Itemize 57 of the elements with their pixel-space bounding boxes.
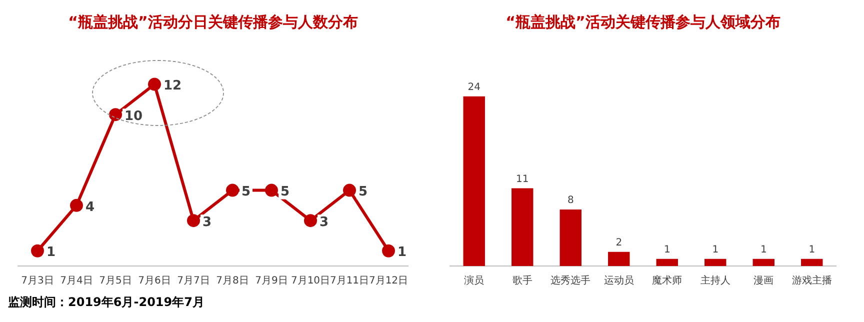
bar xyxy=(752,258,774,266)
bar xyxy=(656,258,678,266)
x-tick-label: 主持人 xyxy=(700,274,730,287)
bar xyxy=(608,252,630,266)
x-tick-label: 魔术师 xyxy=(652,274,682,287)
data-label: 1 xyxy=(664,244,670,256)
x-tick-label: 7月10日 xyxy=(290,276,330,287)
chart-title: “瓶盖挑战”活动关键传播参与人领域分布 xyxy=(506,12,780,31)
point xyxy=(265,184,278,197)
data-label: 1 xyxy=(760,244,767,256)
bar xyxy=(801,258,823,266)
x-tick-label: 演员 xyxy=(464,274,484,287)
bar xyxy=(512,188,534,266)
point xyxy=(148,78,161,91)
data-label: 1 xyxy=(808,244,816,256)
x-tick-label: 7月9日 xyxy=(255,276,288,287)
x-tick-label: 7月4日 xyxy=(60,276,93,287)
x-tick-label: 7月12日 xyxy=(368,276,408,287)
data-label: 4 xyxy=(86,200,95,215)
data-label: 11 xyxy=(516,174,529,185)
data-label: 1 xyxy=(398,245,407,260)
point xyxy=(382,244,395,258)
data-label: 1 xyxy=(46,245,56,260)
data-label: 24 xyxy=(468,82,480,93)
x-tick-label: 7月11日 xyxy=(330,276,370,287)
data-label: 10 xyxy=(124,108,143,124)
bar xyxy=(560,209,582,266)
data-label: 12 xyxy=(164,78,182,94)
x-tick-label: 7月8日 xyxy=(216,276,249,287)
point xyxy=(226,184,239,197)
data-label: 5 xyxy=(358,184,368,200)
bar xyxy=(704,258,726,266)
data-label: 2 xyxy=(616,237,622,248)
point xyxy=(109,108,122,122)
data-label: 8 xyxy=(567,195,574,206)
data-label: 5 xyxy=(242,184,251,200)
x-tick-label: 歌手 xyxy=(512,274,532,287)
data-label: 5 xyxy=(280,184,290,200)
data-label: 3 xyxy=(320,214,329,230)
x-tick-label: 选秀选手 xyxy=(550,274,591,287)
point xyxy=(70,198,83,212)
point xyxy=(31,244,44,258)
point xyxy=(304,214,317,228)
x-tick-label: 漫画 xyxy=(754,274,774,287)
data-label: 3 xyxy=(202,214,212,230)
chart-title: “瓶盖挑战”活动分日关键传播参与人数分布 xyxy=(68,12,358,31)
text: 监测时间：2019年6月-2019年7月 xyxy=(8,294,206,311)
x-tick-label: 7月3日 xyxy=(21,276,54,287)
x-tick-label: 7月5日 xyxy=(99,276,132,287)
data-label: 1 xyxy=(712,244,719,256)
bar xyxy=(463,96,485,266)
x-tick-label: 游戏主播 xyxy=(792,274,832,287)
point xyxy=(187,214,200,228)
x-tick-label: 7月6日 xyxy=(138,276,171,287)
point xyxy=(343,184,356,197)
x-tick-label: 7月7日 xyxy=(177,276,210,287)
x-tick-label: 运动员 xyxy=(604,274,634,287)
